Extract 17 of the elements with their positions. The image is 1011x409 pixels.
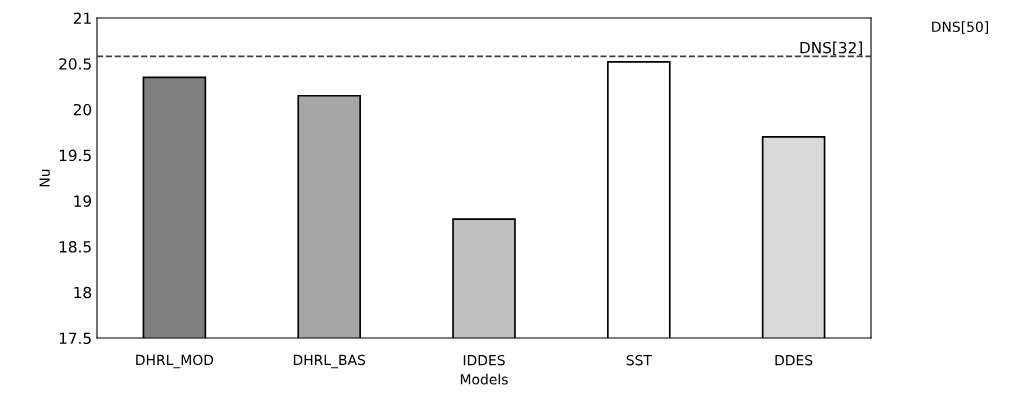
x-tick-label: DDES: [775, 354, 813, 366]
x-tick-label: DHRL_BAS: [293, 354, 366, 369]
y-tick-label: 20: [73, 103, 92, 116]
x-axis-title: Models: [460, 373, 508, 385]
y-tick-label: 19: [74, 195, 92, 207]
y-tick-label: 19.5: [59, 149, 91, 162]
y-tick-label: 17.5: [59, 332, 91, 345]
ref-line-label: DNS[32]: [800, 41, 862, 56]
y-axis-title: Nu: [39, 169, 50, 187]
y-tick-label: 21: [73, 12, 91, 24]
text: DNS[50]: [932, 21, 989, 34]
x-tick-label: IDDES: [463, 354, 505, 366]
x-tick-label: DHRL_MOD: [136, 354, 214, 369]
y-tick-label: 18: [74, 286, 92, 299]
x-tick-label: SST: [626, 354, 652, 366]
y-tick-label: 18.5: [59, 241, 91, 253]
y-tick-label: 20.5: [59, 58, 91, 70]
